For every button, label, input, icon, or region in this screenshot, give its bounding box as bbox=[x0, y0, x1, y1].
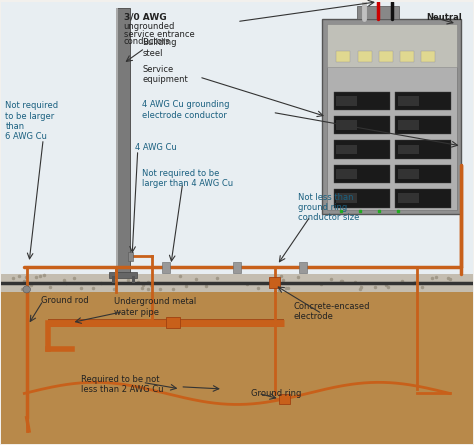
Bar bbox=[334, 92, 390, 110]
Bar bbox=[327, 24, 457, 67]
Bar bbox=[398, 96, 419, 106]
Text: Ground ring: Ground ring bbox=[251, 389, 301, 398]
Bar bbox=[395, 140, 451, 159]
Text: Concrete-encased
electrode: Concrete-encased electrode bbox=[294, 302, 370, 321]
Bar bbox=[398, 145, 419, 154]
Text: Building
steel: Building steel bbox=[143, 38, 177, 58]
Bar bbox=[357, 6, 399, 20]
Text: Neutral: Neutral bbox=[426, 13, 462, 22]
Bar bbox=[398, 194, 419, 203]
Bar bbox=[336, 51, 350, 62]
Polygon shape bbox=[0, 274, 474, 291]
Bar bbox=[336, 96, 357, 106]
Bar bbox=[357, 51, 372, 62]
Polygon shape bbox=[0, 2, 474, 274]
Bar bbox=[395, 92, 451, 110]
Text: Ground rod: Ground rod bbox=[41, 296, 89, 305]
Bar bbox=[162, 262, 170, 273]
Bar bbox=[334, 165, 390, 183]
Bar bbox=[327, 24, 457, 210]
Text: Not required to be
larger than 4 AWG Cu: Not required to be larger than 4 AWG Cu bbox=[143, 169, 234, 188]
Text: 3/0 AWG: 3/0 AWG bbox=[124, 13, 166, 22]
Text: service entrance: service entrance bbox=[124, 29, 194, 39]
Text: 4 AWG Cu grounding
electrode conductor: 4 AWG Cu grounding electrode conductor bbox=[143, 101, 230, 120]
Bar bbox=[395, 116, 451, 134]
Text: Service
equipment: Service equipment bbox=[143, 65, 188, 85]
Polygon shape bbox=[0, 291, 474, 444]
Bar bbox=[233, 262, 241, 273]
Text: ungrounded: ungrounded bbox=[124, 21, 175, 31]
Bar bbox=[132, 276, 135, 283]
Bar bbox=[336, 194, 357, 203]
Bar bbox=[109, 272, 137, 278]
Text: Not less than
ground ring
conductor size: Not less than ground ring conductor size bbox=[299, 193, 360, 222]
Bar bbox=[112, 276, 115, 283]
Bar bbox=[279, 394, 290, 404]
Bar bbox=[322, 20, 462, 214]
Text: conductors: conductors bbox=[124, 37, 170, 46]
Bar bbox=[398, 169, 419, 179]
Bar bbox=[269, 277, 281, 288]
Bar bbox=[128, 252, 133, 261]
Text: 4 AWG Cu: 4 AWG Cu bbox=[136, 143, 177, 152]
Bar bbox=[300, 262, 307, 273]
Text: Required to be not
less than 2 AWG Cu: Required to be not less than 2 AWG Cu bbox=[81, 375, 164, 394]
Text: Underground metal
water pipe: Underground metal water pipe bbox=[114, 297, 196, 317]
Bar bbox=[166, 317, 180, 328]
Bar bbox=[395, 165, 451, 183]
Bar bbox=[400, 51, 414, 62]
Bar bbox=[117, 8, 130, 274]
Bar bbox=[398, 120, 419, 130]
Bar bbox=[336, 169, 357, 179]
Circle shape bbox=[23, 286, 30, 293]
Bar bbox=[421, 51, 436, 62]
Bar bbox=[379, 51, 393, 62]
Bar bbox=[336, 145, 357, 154]
Bar bbox=[334, 116, 390, 134]
Bar bbox=[334, 189, 390, 207]
Bar bbox=[336, 120, 357, 130]
Bar bbox=[395, 189, 451, 207]
Text: Not required
to be larger
than
6 AWG Cu: Not required to be larger than 6 AWG Cu bbox=[5, 101, 59, 142]
Bar bbox=[334, 140, 390, 159]
Bar bbox=[117, 8, 118, 274]
